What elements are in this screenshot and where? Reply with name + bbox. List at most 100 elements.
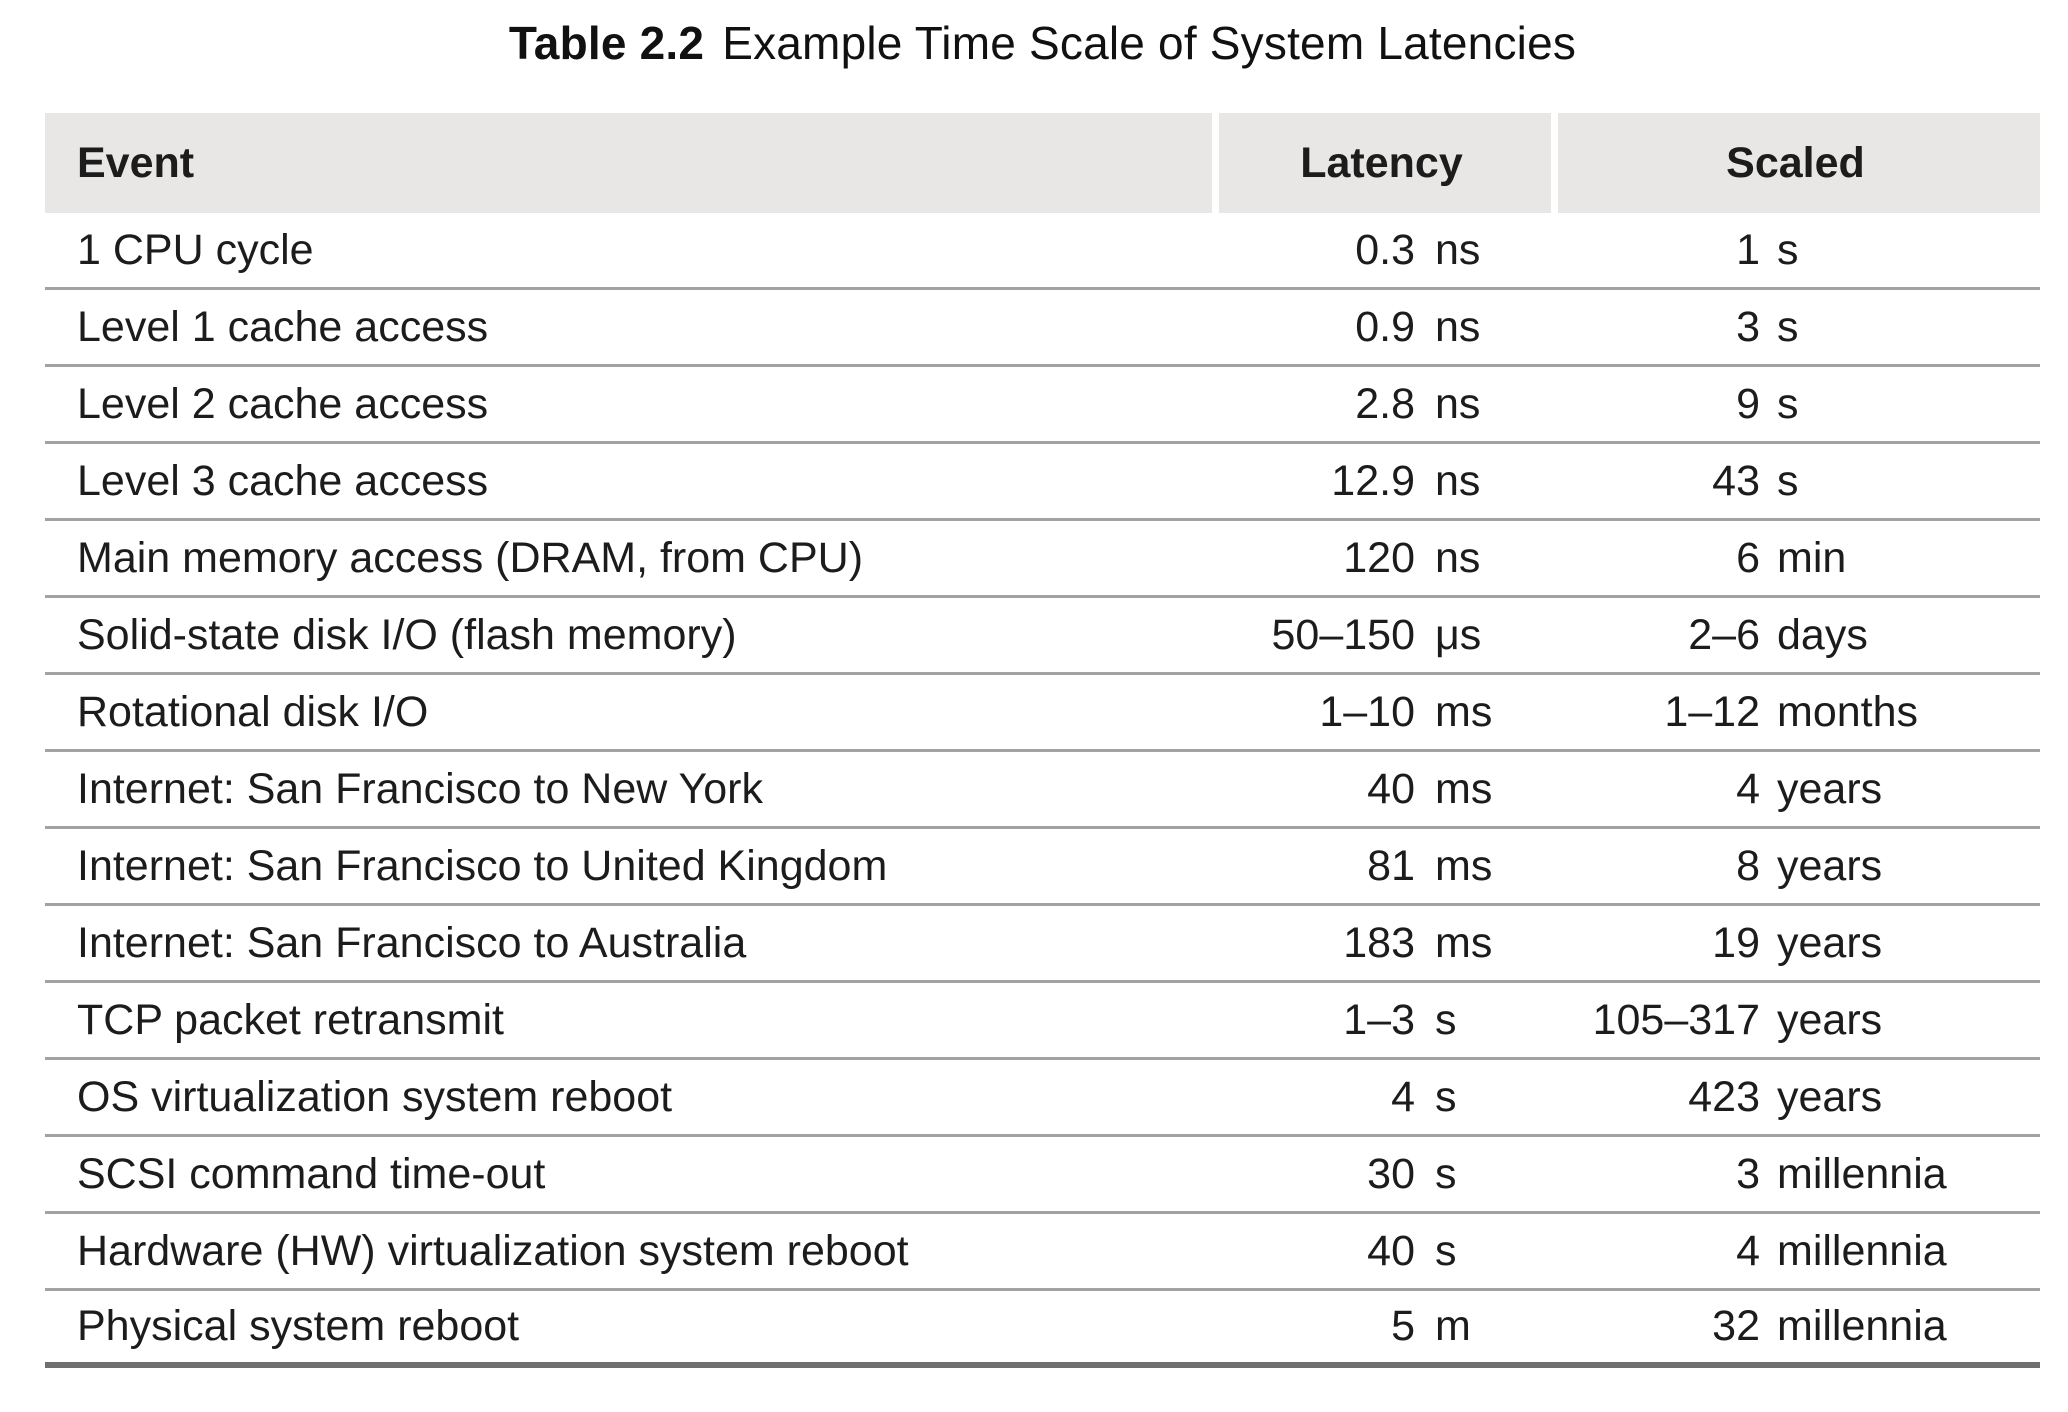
event-cell: SCSI command time-out: [77, 1149, 546, 1198]
latency-value: 1–10: [1319, 687, 1415, 736]
column-header-event: Event: [77, 138, 195, 187]
latency-unit: ns: [1435, 533, 1481, 582]
latency-value: 12.9: [1331, 456, 1415, 505]
table-row: Level 3 cache access 12.9 ns 43 s: [45, 444, 2040, 521]
scaled-value: 3: [1736, 1149, 1760, 1198]
scaled-unit: years: [1777, 995, 1883, 1044]
latency-unit: m: [1435, 1302, 1471, 1350]
latency-unit: ms: [1435, 687, 1493, 736]
latency-value: 0.3: [1355, 225, 1415, 274]
latency-value: 30: [1367, 1149, 1415, 1198]
latency-value: 40: [1367, 1226, 1415, 1275]
table-row: Rotational disk I/O 1–10 ms 1–12 months: [45, 675, 2040, 752]
event-cell: Internet: San Francisco to Australia: [77, 918, 747, 967]
table-row: Internet: San Francisco to United Kingdo…: [45, 829, 2040, 906]
table-header-row: Event Latency Scaled: [45, 113, 2040, 213]
latency-value: 40: [1367, 764, 1415, 813]
latency-unit: s: [1435, 1149, 1457, 1198]
scaled-unit: days: [1777, 610, 1868, 659]
table-number: Table 2.2: [508, 17, 705, 69]
column-header-scaled: Scaled: [1726, 138, 1865, 187]
table-row: Hardware (HW) virtualization system rebo…: [45, 1214, 2040, 1291]
event-cell: Level 2 cache access: [77, 379, 489, 428]
event-cell: Level 1 cache access: [77, 302, 489, 351]
table-row: Physical system reboot 5 m 32 millennia: [45, 1291, 2040, 1368]
latency-value: 4: [1391, 1072, 1415, 1121]
header-column-gap: [1212, 113, 1219, 213]
latency-value: 0.9: [1355, 302, 1415, 351]
event-cell: 1 CPU cycle: [77, 225, 314, 274]
latency-unit: μs: [1435, 610, 1482, 659]
latency-value: 5: [1391, 1302, 1415, 1350]
scaled-value: 8: [1736, 841, 1760, 890]
scaled-value: 2–6: [1688, 610, 1760, 659]
scaled-unit: years: [1777, 764, 1883, 813]
event-cell: Internet: San Francisco to United Kingdo…: [77, 841, 888, 890]
scaled-value: 105–317: [1592, 995, 1760, 1044]
latency-unit: s: [1435, 995, 1457, 1044]
table-caption: Table 2.2 Example Time Scale of System La…: [45, 16, 2040, 71]
scaled-value: 43: [1712, 456, 1760, 505]
latency-unit: ms: [1435, 764, 1493, 813]
scaled-value: 3: [1736, 302, 1760, 351]
scaled-unit: s: [1777, 225, 1799, 274]
scaled-value: 1–12: [1664, 687, 1760, 736]
latency-value: 50–150: [1271, 610, 1416, 659]
latency-unit: ns: [1435, 456, 1481, 505]
table-row: Internet: San Francisco to New York 40 m…: [45, 752, 2040, 829]
latency-unit: ns: [1435, 379, 1481, 428]
table-row: Level 1 cache access 0.9 ns 3 s: [45, 290, 2040, 367]
scaled-value: 9: [1736, 379, 1760, 428]
latency-unit: s: [1435, 1226, 1457, 1275]
table-row: Level 2 cache access 2.8 ns 9 s: [45, 367, 2040, 444]
latency-table: Event Latency Scaled 1 CPU cycle 0.3 ns …: [45, 113, 2040, 1368]
scaled-unit: millennia: [1777, 1226, 1947, 1275]
event-cell: Internet: San Francisco to New York: [77, 764, 763, 813]
event-cell: Rotational disk I/O: [77, 687, 429, 736]
event-cell: TCP packet retransmit: [77, 995, 504, 1044]
latency-unit: ns: [1435, 225, 1481, 274]
scaled-unit: years: [1777, 1072, 1883, 1121]
scaled-value: 1: [1736, 225, 1760, 274]
table-row: Internet: San Francisco to Australia 183…: [45, 906, 2040, 983]
scaled-unit: years: [1777, 918, 1883, 967]
scaled-value: 423: [1688, 1072, 1760, 1121]
latency-unit: s: [1435, 1072, 1457, 1121]
latency-value: 2.8: [1355, 379, 1415, 428]
scaled-unit: years: [1777, 841, 1883, 890]
latency-value: 81: [1367, 841, 1415, 890]
scaled-unit: millennia: [1777, 1302, 1947, 1350]
header-column-gap: [1551, 113, 1558, 213]
latency-unit: ms: [1435, 841, 1493, 890]
scaled-value: 6: [1736, 533, 1760, 582]
latency-value: 120: [1343, 533, 1415, 582]
scaled-unit: millennia: [1777, 1149, 1947, 1198]
latency-value: 183: [1343, 918, 1415, 967]
event-cell: Solid-state disk I/O (flash memory): [77, 610, 737, 659]
table-row: Solid-state disk I/O (flash memory) 50–1…: [45, 598, 2040, 675]
table-row: TCP packet retransmit 1–3 s 105–317 year…: [45, 983, 2040, 1060]
column-header-latency: Latency: [1300, 138, 1463, 187]
table-title: Example Time Scale of System Latencies: [722, 17, 1577, 69]
scaled-value: 4: [1736, 764, 1760, 813]
scaled-value: 4: [1736, 1226, 1760, 1275]
latency-unit: ms: [1435, 918, 1493, 967]
scaled-value: 32: [1712, 1302, 1760, 1350]
latency-unit: ns: [1435, 302, 1481, 351]
latency-value: 1–3: [1343, 995, 1415, 1044]
scaled-unit: min: [1777, 533, 1847, 582]
event-cell: Level 3 cache access: [77, 456, 489, 505]
table-row: SCSI command time-out 30 s 3 millennia: [45, 1137, 2040, 1214]
scaled-unit: s: [1777, 302, 1799, 351]
table-row: OS virtualization system reboot 4 s 423 …: [45, 1060, 2040, 1137]
event-cell: Hardware (HW) virtualization system rebo…: [77, 1226, 909, 1275]
event-cell: Physical system reboot: [77, 1302, 520, 1350]
scaled-unit: s: [1777, 379, 1799, 428]
table-body: 1 CPU cycle 0.3 ns 1 s Level 1 cache acc…: [45, 213, 2040, 1368]
table-row: Main memory access (DRAM, from CPU) 120 …: [45, 521, 2040, 598]
event-cell: OS virtualization system reboot: [77, 1072, 673, 1121]
table-row: 1 CPU cycle 0.3 ns 1 s: [45, 213, 2040, 290]
scaled-value: 19: [1712, 918, 1760, 967]
scaled-unit: s: [1777, 456, 1799, 505]
